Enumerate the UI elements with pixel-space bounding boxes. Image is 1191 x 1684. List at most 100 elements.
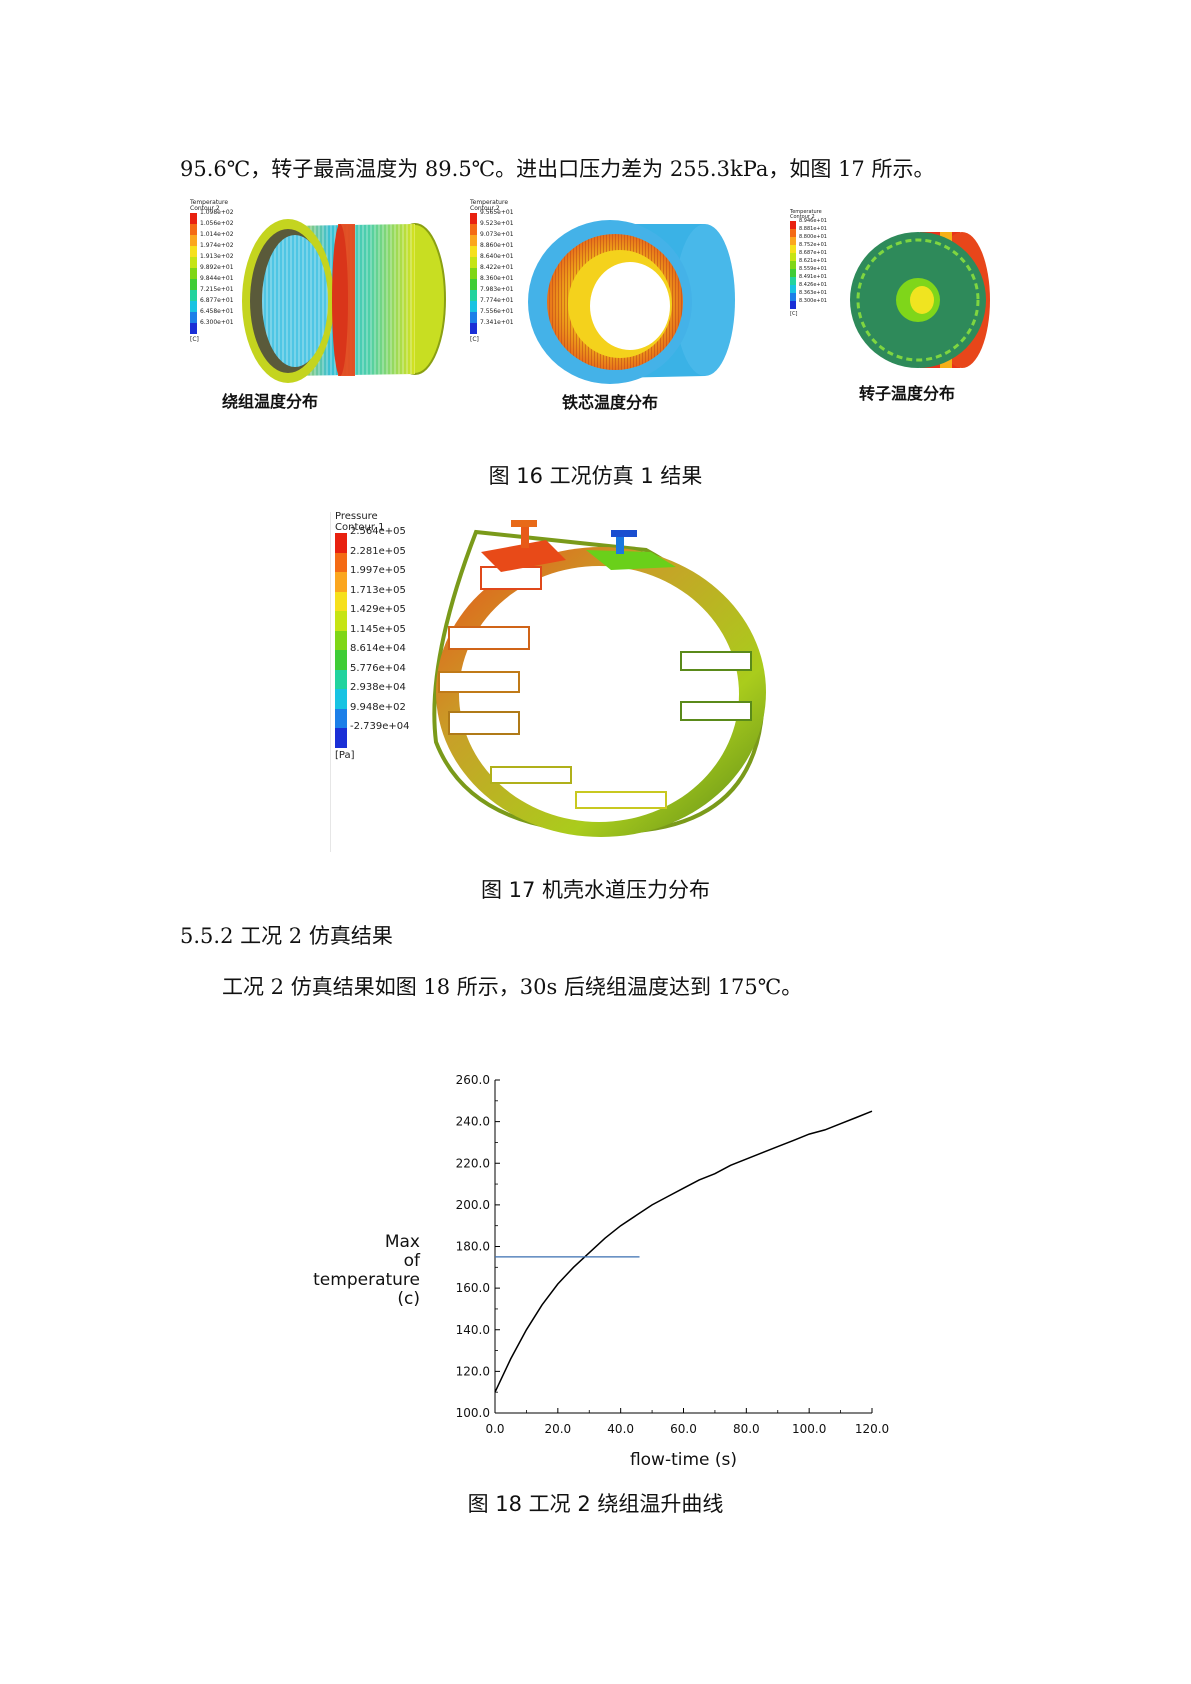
x-axis-label: flow-time (s) [630,1450,737,1470]
legend-value: 8.300e+01 [799,297,827,304]
figure-17-caption: 图 17 机壳水道压力分布 [480,878,711,902]
legend-swatch [470,300,477,312]
figure-16-caption: 图 16 工况仿真 1 结果 [488,464,703,488]
legend-value: 8.800e+01 [799,233,827,240]
winding-label: 绕组温度分布 [222,392,319,411]
legend-value: 8.860e+01 [480,241,514,249]
y-tick-label: 140.0 [456,1323,490,1337]
y-axis-label-line: temperature [313,1270,420,1290]
legend-value: 1.713e+05 [350,584,406,596]
legend-value: 8.752e+01 [799,241,827,248]
legend-swatch [190,311,197,323]
x-tick-label: 60.0 [670,1422,697,1436]
legend-title-line: Pressure [335,511,378,522]
y-tick-label: 260.0 [456,1073,490,1087]
legend-value: 8.363e+01 [799,289,827,296]
legend-swatch [790,244,796,253]
legend-value: 7.774e+01 [480,296,514,304]
legend-title-line: Temperature [790,209,822,215]
legend-title-line: Contour 2 [790,214,815,221]
legend-value: 5.776e+04 [350,662,406,674]
legend-title-line: Contour 2 [470,205,500,213]
legend-swatch [335,533,347,553]
legend-swatch [790,220,796,229]
legend-value: 9.948e+02 [350,701,406,713]
x-tick-label: 40.0 [607,1422,634,1436]
legend-value: 9.073e+01 [480,230,514,238]
legend-swatch [190,278,197,290]
legend-value: 8.559e+01 [799,265,827,272]
legend-value: 1.014e+02 [200,230,234,238]
legend-swatch [190,234,197,246]
legend-unit: [C] [470,335,479,343]
legend-swatch [190,245,197,257]
legend-swatch [470,267,477,279]
legend-swatch [790,260,796,269]
legend-swatch [470,234,477,246]
legend-value: 1.997e+05 [350,565,406,577]
legend-swatch [335,669,347,689]
legend-value: 8.640e+01 [480,252,514,260]
y-tick-label: 120.0 [456,1364,490,1378]
legend-value: 9.523e+01 [480,219,514,227]
legend-value: -2.739e+04 [350,721,410,733]
legend-swatch [335,552,347,572]
legend-swatch [790,268,796,277]
y-axis-label-line: (c) [397,1289,420,1309]
y-axis-label-line: Max [385,1232,420,1252]
legend-value: 8.881e+01 [799,225,827,232]
pressure-contour [330,512,766,852]
legend-swatch [470,212,477,224]
legend-value: 6.877e+01 [200,296,234,304]
rotor-temperature-contour [850,232,990,368]
legend-value: 1.974e+02 [200,241,234,249]
paragraph-case2: 工况 2 仿真结果如图 18 所示，30s 后绕组温度达到 175℃。 [222,975,803,999]
legend-value: 1.145e+05 [350,623,406,635]
x-tick-label: 20.0 [544,1422,571,1436]
legend-unit: [C] [790,310,798,317]
legend-value: 8.422e+01 [480,263,514,271]
y-tick-label: 180.0 [456,1240,490,1254]
paragraph-intro: 95.6℃，转子最高温度为 89.5℃。进出口压力差为 255.3kPa，如图 … [180,157,935,181]
legend-value: 8.426e+01 [799,281,827,288]
temperature-series-line [494,1110,873,1393]
legend-swatch [335,650,347,670]
figure-16-panel-rotor: Temperature Contour 2 8.946e+01 8.881e+01 8.… [790,209,1020,403]
legend-swatch [335,728,347,748]
legend-swatch [790,228,796,237]
legend-value: 6.458e+01 [200,307,234,315]
x-tick-label: 100.0 [792,1422,826,1436]
rotor-label: 转子温度分布 [859,384,956,403]
legend-value: 8.946e+01 [799,217,827,224]
legend-swatch [470,322,477,334]
pressure-legend: Pressure Contour 1 2.564e+05 2.281e+05 1.997… [335,511,435,767]
legend-value: 8.491e+01 [799,273,827,280]
legend-value: 9.892e+01 [200,263,234,271]
legend-title-line: Temperature [190,199,229,206]
figure-16-panel-winding: Temperature Contour 2 1.098e+02 1.056e+02 1.… [190,196,450,411]
legend-value: 8.621e+01 [799,257,827,264]
legend-value: 2.281e+05 [350,545,406,557]
legend-swatch [190,289,197,301]
x-tick-label: 120.0 [855,1422,889,1436]
legend-value: 1.098e+02 [200,208,234,216]
x-tick-label: 0.0 [485,1422,504,1436]
legend-swatch [790,252,796,261]
legend-value: 7.341e+01 [480,318,514,326]
rotor-temperature-legend: Temperature Contour 2 8.946e+01 8.881e+01 8.… [790,209,852,317]
legend-value: 1.913e+02 [200,252,234,260]
legend-swatch [335,591,347,611]
legend-swatch [790,292,796,301]
legend-value: 7.556e+01 [480,307,514,315]
legend-swatch [190,212,197,224]
legend-value: 8.687e+01 [799,249,827,256]
legend-swatch [470,289,477,301]
figure-18-chart: 100.0 120.0 140.0 160.0 180.0 200.0 220.0 240.0… [313,1073,889,1470]
figure-16-panel-core: Temperature Contour 2 9.565e+01 9.523e+01 9.… [470,196,760,412]
legend-value: 8.614e+04 [350,643,406,655]
legend-swatch [335,611,347,631]
legend-swatch [470,223,477,235]
legend-swatch [335,572,347,592]
legend-unit: [C] [190,335,199,343]
figure-17: Pressure Contour 1 2.564e+05 2.281e+05 1.997… [330,511,790,852]
